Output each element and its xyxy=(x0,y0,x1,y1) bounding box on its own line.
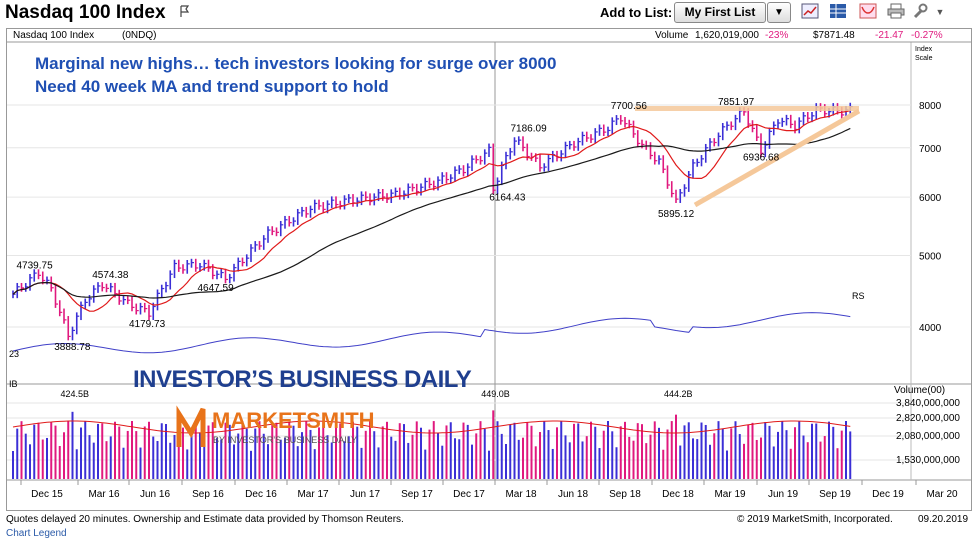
volume-peak-label: 444.2B xyxy=(664,389,693,399)
volume-value: 1,620,019,000 xyxy=(695,30,759,41)
volume-peak-label: 449.0B xyxy=(481,389,510,399)
volume-tick-label: 3,840,000,000 xyxy=(896,398,960,409)
x-tick-label: Dec 15 xyxy=(31,489,63,500)
volume-left-label: IB xyxy=(9,379,18,389)
footer-date: 09.20.2019 xyxy=(918,514,969,525)
ibd-logo-text: INVESTOR’S BUSINESS DAILY xyxy=(133,366,472,393)
rs-line xyxy=(12,312,851,354)
chart-info-bar: Nasdaq 100 Index (0NDQ) Volume 1,620,019… xyxy=(7,29,971,42)
price-tick-label: 7000 xyxy=(919,144,942,155)
x-tick-label: Dec 18 xyxy=(662,489,694,500)
volume-axis-title: Volume(00) xyxy=(894,385,945,396)
grid-layout-icon[interactable] xyxy=(828,3,848,21)
annotation-line-2: Need 40 week MA and trend support to hol… xyxy=(35,77,389,96)
rs-label: RS xyxy=(852,291,865,301)
list-dropdown-button[interactable]: ▼ xyxy=(767,2,791,23)
price-level-label: 7851.97 xyxy=(718,97,755,108)
wrench-dropdown-icon[interactable]: ▼ xyxy=(935,7,945,17)
annotation-line-1: Marginal new highs… tech investors looki… xyxy=(35,54,556,73)
price-level-label: 4739.75 xyxy=(17,261,54,272)
page-title: Nasdaq 100 Index xyxy=(5,2,166,23)
x-tick-label: Sep 18 xyxy=(609,489,641,500)
price-bars xyxy=(12,102,853,341)
chart-symbol: (0NDQ) xyxy=(122,30,157,41)
price-chart: 8000 7000 6000 5000 4000 Index Scale Volume(00)… xyxy=(7,41,971,500)
price-level-label: 6164.43 xyxy=(489,192,526,203)
top-bar: Nasdaq 100 Index Add to List: My First L… xyxy=(0,0,978,26)
index-scale-label: Index xyxy=(915,46,933,53)
price-level-label: 5895.12 xyxy=(658,209,695,220)
x-tick-label: Jun 16 xyxy=(140,489,170,500)
x-tick-label: Mar 20 xyxy=(926,489,958,500)
line-chart-icon[interactable] xyxy=(800,3,820,21)
rs-left-value: 23 xyxy=(9,349,19,359)
x-tick-label: Dec 16 xyxy=(245,489,277,500)
price-tick-label: 4000 xyxy=(919,323,942,334)
chart-legend-link[interactable]: Chart Legend xyxy=(6,528,67,539)
x-tick-label: Jun 18 xyxy=(558,489,588,500)
x-tick-label: Dec 19 xyxy=(872,489,904,500)
price-level-label: 7186.09 xyxy=(511,123,548,134)
chart-name: Nasdaq 100 Index xyxy=(13,30,95,41)
volume-tick-label: 1,530,000,000 xyxy=(896,455,960,466)
volume-ma-line xyxy=(12,420,851,434)
volume-tick-label: 2,820,000,000 xyxy=(896,413,960,424)
price-level-label: 4179.73 xyxy=(129,319,166,330)
x-tick-label: Mar 17 xyxy=(297,489,329,500)
x-tick-label: Sep 16 xyxy=(192,489,224,500)
volume-change: -23% xyxy=(765,30,789,41)
price-level-label: 4574.38 xyxy=(92,270,129,281)
chart-panel: Nasdaq 100 Index (0NDQ) Volume 1,620,019… xyxy=(6,28,972,511)
price-level-label: 4647.59 xyxy=(198,283,235,294)
price-tick-label: 6000 xyxy=(919,193,942,204)
ma-10-week-line xyxy=(12,109,851,312)
price-tick-label: 8000 xyxy=(919,101,942,112)
price-level-label: 7700.56 xyxy=(611,101,648,112)
marketsmith-logo-text: MARKETSMITH xyxy=(212,408,375,433)
volume-label: Volume xyxy=(655,30,689,41)
x-tick-label: Sep 17 xyxy=(401,489,433,500)
footer-copyright: © 2019 MarketSmith, Incorporated. xyxy=(737,514,893,525)
print-icon[interactable] xyxy=(886,3,906,21)
footer-disclaimer: Quotes delayed 20 minutes. Ownership and… xyxy=(6,514,404,525)
x-tick-label: Sep 19 xyxy=(819,489,851,500)
price-tick-label: 5000 xyxy=(919,252,942,263)
volume-peak-label: 424.5B xyxy=(61,389,90,399)
price-level-label: 3888.78 xyxy=(54,342,91,353)
wrench-icon[interactable] xyxy=(910,3,930,21)
marketsmith-logo-mark xyxy=(176,405,206,447)
x-tick-label: Jun 19 xyxy=(768,489,798,500)
x-tick-label: Mar 18 xyxy=(505,489,537,500)
marketsmith-logo xyxy=(176,405,206,447)
volume-bars xyxy=(12,410,852,479)
overlay-icon[interactable] xyxy=(858,3,878,21)
price-change-pct: -0.27% xyxy=(911,30,943,41)
x-tick-label: Mar 16 xyxy=(88,489,120,500)
add-to-list-label: Add to List: xyxy=(600,5,673,20)
flag-icon[interactable] xyxy=(180,5,190,18)
list-select[interactable]: My First List xyxy=(674,2,766,23)
support-trendline xyxy=(693,108,861,208)
x-tick-label: Mar 19 xyxy=(714,489,746,500)
ma-40-week-line xyxy=(12,127,851,299)
price-level-label: 6936.68 xyxy=(743,153,780,164)
price-change: -21.47 xyxy=(875,30,904,41)
resistance-trendline xyxy=(635,106,859,111)
x-tick-label: Dec 17 xyxy=(453,489,485,500)
marketsmith-logo-subtext: BY INVESTOR’S BUSINESS DAILY xyxy=(213,435,357,445)
price-value: $7871.48 xyxy=(813,30,855,41)
volume-tick-label: 2,080,000,000 xyxy=(896,431,960,442)
index-scale-label: Scale xyxy=(915,55,933,62)
x-tick-label: Jun 17 xyxy=(350,489,380,500)
